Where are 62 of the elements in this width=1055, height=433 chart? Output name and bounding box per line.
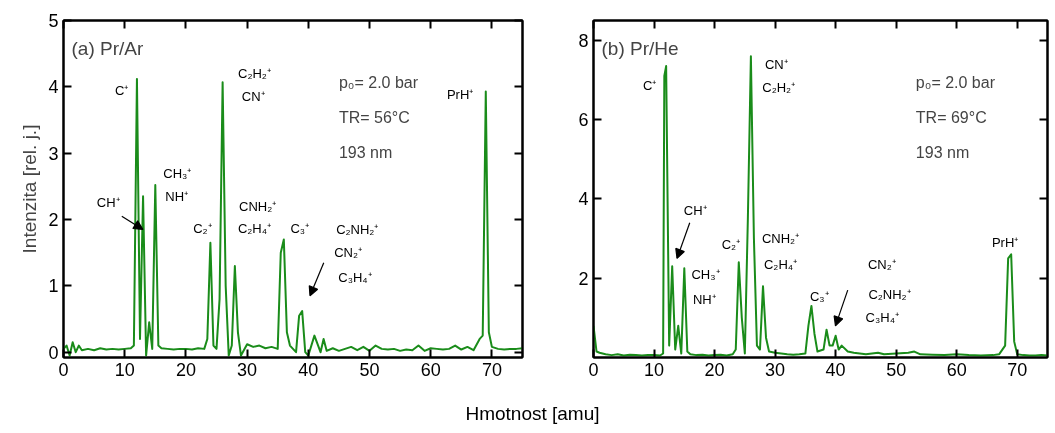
annotation: C₂H₄⁺ xyxy=(763,256,798,272)
annotation: C₂NH₂⁺ xyxy=(336,221,379,237)
y-tick-label: 6 xyxy=(578,110,589,131)
x-tick-label: 70 xyxy=(481,359,502,380)
y-tick-label: 2 xyxy=(48,210,59,231)
annotation: TR= 56°C xyxy=(338,108,410,126)
annotation: C₃⁺ xyxy=(290,220,310,236)
y-axis-title: Intenzita [rel. j.] xyxy=(19,124,41,254)
annotation: p₀= 2.0 bar xyxy=(338,73,419,91)
x-tick-label: 40 xyxy=(298,359,319,380)
annotation: CH⁺ xyxy=(96,195,120,211)
y-tick-label: 1 xyxy=(48,276,59,297)
annotation: CH₃⁺ xyxy=(163,165,192,181)
annotation: C₃H₄⁺ xyxy=(338,270,372,286)
annotation: CN₂⁺ xyxy=(334,245,362,261)
annotation: C₂NH₂⁺ xyxy=(868,286,911,302)
annotation: CH₃⁺ xyxy=(691,266,720,282)
text: (a) Pr/Ar xyxy=(71,37,144,59)
annotation: CN⁺ xyxy=(241,89,265,105)
annotation: 193 nm xyxy=(915,143,970,161)
x-tick-label: 70 xyxy=(1007,359,1028,380)
annotation: CN₂⁺ xyxy=(867,256,896,272)
x-tick-label: 40 xyxy=(825,359,846,380)
x-tick-label: 50 xyxy=(359,359,380,380)
annotation: TR= 69°C xyxy=(915,108,987,126)
x-tick-label: 60 xyxy=(946,359,967,380)
annotation: C₂⁺ xyxy=(193,220,212,236)
annotation: CN⁺ xyxy=(764,56,788,72)
annotation: PrH⁺ xyxy=(991,235,1019,251)
annotation: CH⁺ xyxy=(683,203,707,219)
y-tick-label: 0 xyxy=(48,342,59,363)
annotation: C₂H₂⁺ xyxy=(762,80,796,96)
annotation: 193 nm xyxy=(338,143,393,161)
y-tick-label: 4 xyxy=(48,77,59,98)
x-tick-label: 10 xyxy=(114,359,135,380)
annotation: NH⁺ xyxy=(692,291,716,307)
x-tick-label: 10 xyxy=(644,359,665,380)
x-tick-label: 30 xyxy=(237,359,258,380)
annotation: C₂⁺ xyxy=(721,237,741,253)
x-tick-label: 20 xyxy=(704,359,725,380)
y-tick-label: 4 xyxy=(578,189,589,210)
y-tick-label: 8 xyxy=(578,30,589,51)
y-tick-label: 5 xyxy=(48,11,59,31)
x-axis-title: Hmotnost [amu] xyxy=(465,402,600,426)
text: (b) Pr/He xyxy=(601,37,679,59)
annotation: C⁺ xyxy=(114,82,129,98)
annotation: C⁺ xyxy=(643,78,657,94)
x-tick-label: 20 xyxy=(175,359,196,380)
annotation: CNH₂⁺ xyxy=(761,231,800,247)
annotation: PrH⁺ xyxy=(446,87,474,103)
x-tick-label: 30 xyxy=(765,359,786,380)
y-tick-label: 3 xyxy=(48,143,59,164)
annotation: C₃⁺ xyxy=(809,288,829,304)
annotation: C₂H₄⁺ xyxy=(237,220,272,236)
x-tick-label: 60 xyxy=(420,359,441,380)
x-tick-label: 50 xyxy=(886,359,907,380)
annotation: p₀= 2.0 bar xyxy=(915,73,996,91)
annotation: NH⁺ xyxy=(165,188,189,204)
annotation: C₃H₄⁺ xyxy=(865,310,899,326)
annotation: CNH₂⁺ xyxy=(239,198,277,214)
y-tick-label: 2 xyxy=(578,268,589,289)
annotation: C₂H₂⁺ xyxy=(238,66,271,82)
